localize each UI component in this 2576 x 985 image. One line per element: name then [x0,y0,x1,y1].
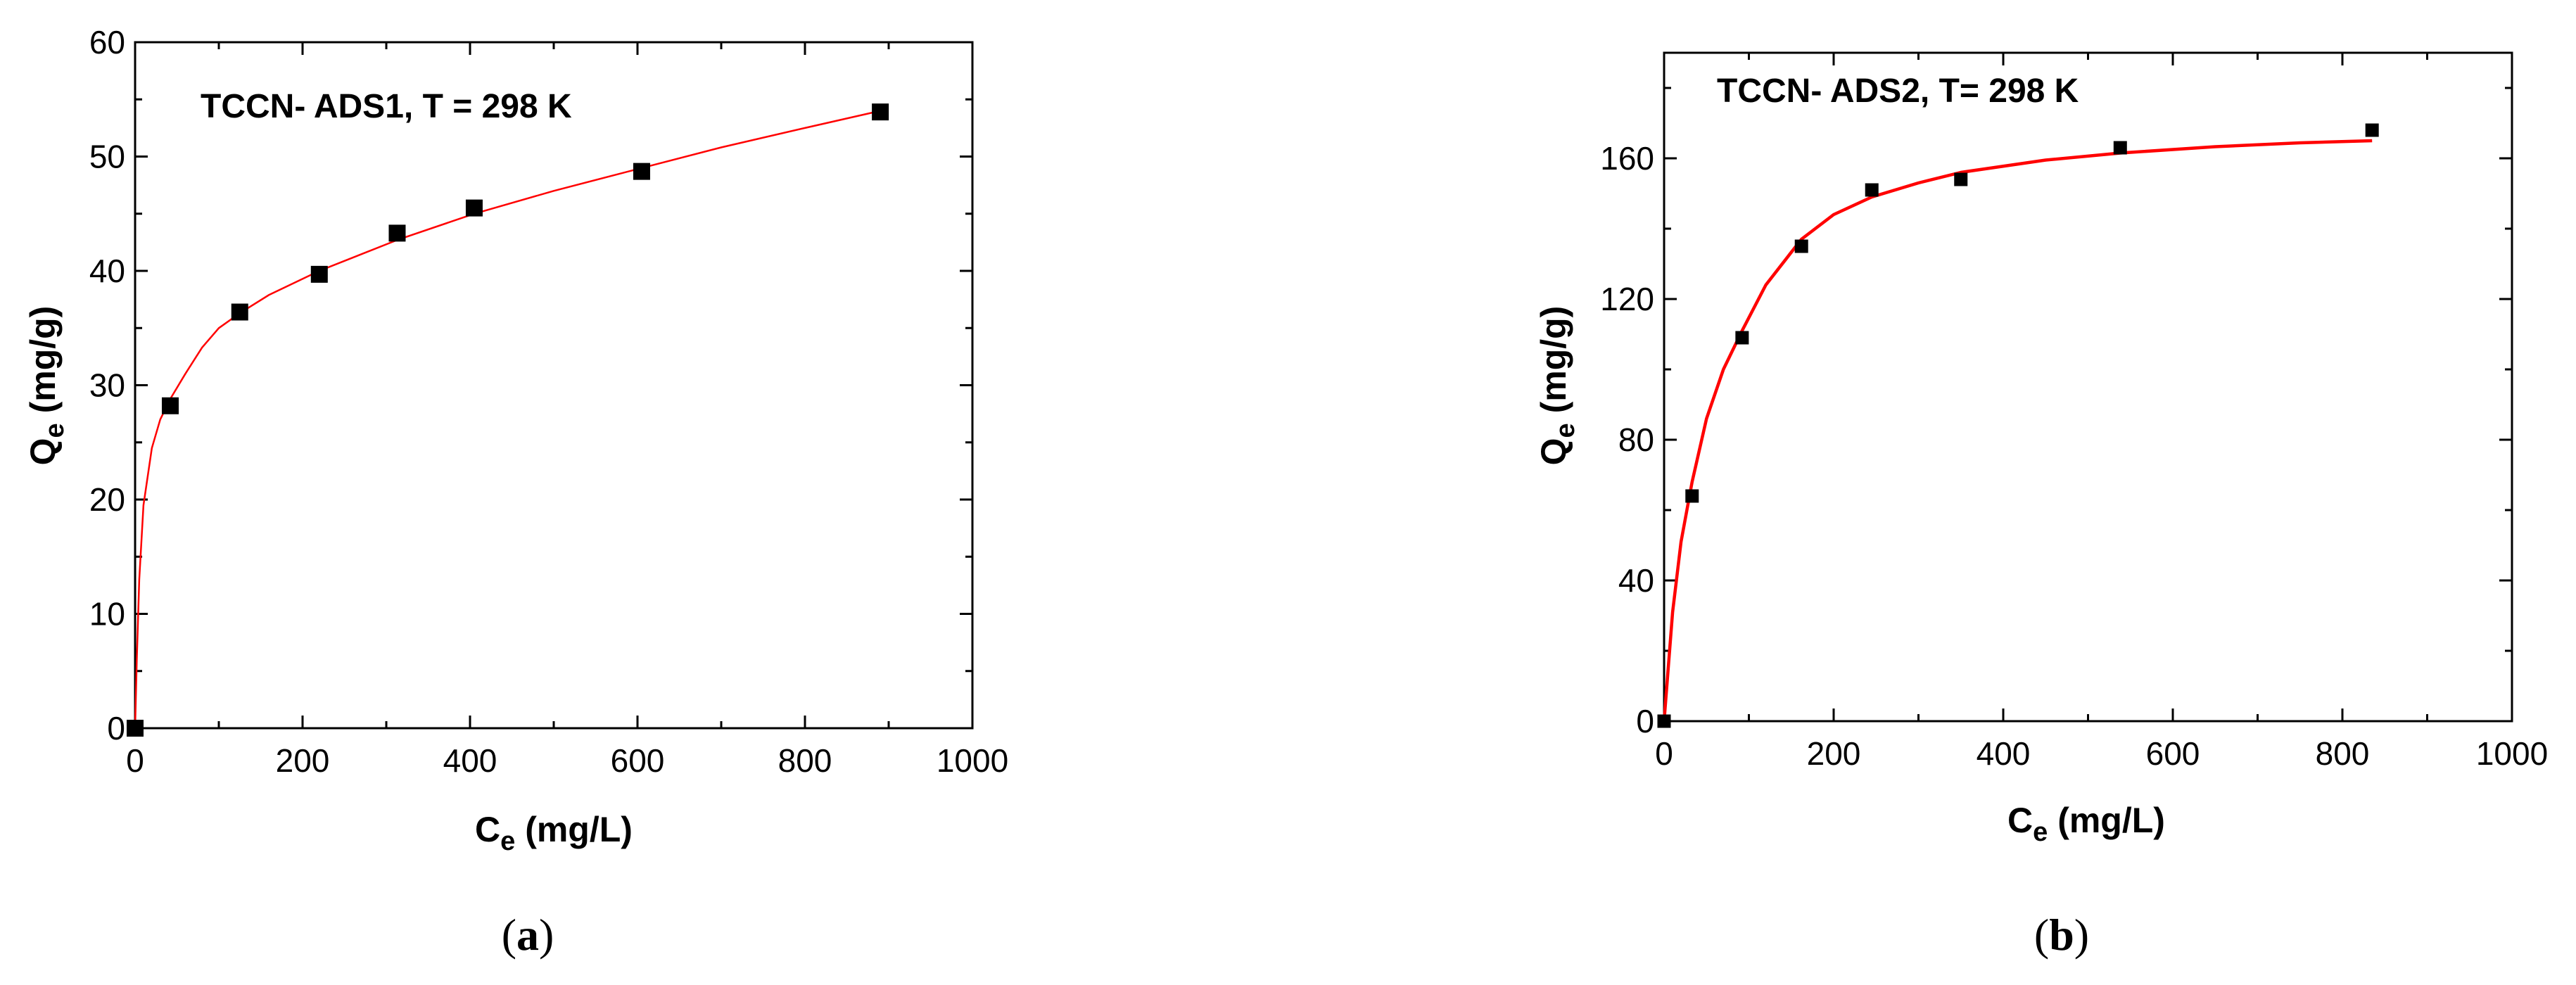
data-point [388,224,406,242]
caption-letter-a: a [516,910,539,960]
x-axis-label-unit-a: (mg/L) [515,810,633,849]
x-axis-label-main-b: C [2007,801,2033,840]
y-tick-label: 60 [89,24,125,61]
x-tick-label: 800 [778,742,832,779]
fit-curve [134,110,881,729]
x-tick-label: 1000 [2476,735,2548,772]
x-axis-label-sub-b: e [2033,818,2048,847]
caption-b: (b) [2034,910,2089,960]
x-tick-label: 800 [2316,735,2370,772]
y-tick-label: 10 [89,596,125,633]
x-tick-label: 0 [126,742,144,779]
x-tick-label: 1000 [937,742,1008,779]
data-point [310,265,328,283]
data-points-layer-a [127,103,889,737]
fit-curve [1662,139,2373,722]
y-tick-label: 0 [107,710,125,746]
data-point [1685,489,1699,503]
x-tick-label: 0 [1655,735,1673,772]
x-tick-labels-b: 0 200 400 600 800 1000 [1655,735,2548,772]
plot-frame-a [134,41,974,730]
x-tick-labels-a: 0 200 400 600 800 1000 [126,742,1008,779]
data-point [633,163,650,180]
y-tick-label: 160 [1600,140,1654,177]
y-tick-label: 50 [89,139,125,175]
data-point [127,720,144,737]
tick-marks-a [134,41,974,730]
chart-panel-b: 0 200 400 600 800 1000 0 40 80 120 160 TCCN- ADS2… [1534,51,2548,960]
data-point [465,199,483,217]
fit-curve-layer-a [134,110,881,729]
data-point [2365,123,2379,137]
y-axis-label-main-b: Q [1534,438,1573,465]
y-tick-label: 20 [89,481,125,518]
annotation-b: TCCN- ADS2, T= 298 K [1717,72,2079,110]
y-tick-label: 30 [89,367,125,404]
data-points-layer-b [1657,123,2379,728]
x-axis-label-b: Ce (mg/L) [2007,801,2165,847]
y-tick-label: 80 [1618,421,1654,458]
y-tick-labels-b: 0 40 80 120 160 [1600,140,1654,739]
x-axis-label-a: Ce (mg/L) [475,810,633,856]
y-axis-label-unit-a: (mg/g) [23,306,63,424]
x-tick-label: 400 [443,742,497,779]
y-tick-label: 40 [89,253,125,289]
x-axis-label-unit-b: (mg/L) [2048,801,2165,840]
y-axis-label-unit-b: (mg/g) [1534,306,1573,424]
y-tick-label: 40 [1618,562,1654,599]
tick-marks-b [1663,53,2513,723]
y-tick-label: 120 [1600,281,1654,317]
data-point [1735,331,1749,345]
x-tick-label: 600 [2146,735,2200,772]
x-tick-label: 600 [611,742,665,779]
y-axis-label-sub-b: e [1551,423,1580,438]
data-point [161,397,179,414]
data-point [1954,172,1968,186]
y-tick-label: 0 [1636,703,1654,739]
x-tick-label: 200 [1807,735,1861,772]
data-point [231,303,248,321]
caption-a: (a) [502,910,554,960]
y-axis-label-a: Qe (mg/g) [23,306,70,466]
annotation-a: TCCN- ADS1, T = 298 K [201,88,572,125]
x-axis-label-main-a: C [475,810,500,849]
y-axis-label-sub-a: e [40,423,70,438]
x-tick-label: 200 [276,742,330,779]
chart-panel-a: 0 200 400 600 800 1000 0 10 20 30 40 50 60 TCCN- AD… [23,24,1008,960]
fit-curve-layer-b [1662,139,2373,722]
data-point [1657,714,1671,728]
caption-letter-b: b [2049,910,2074,960]
y-tick-labels-a: 0 10 20 30 40 50 60 [89,24,125,746]
y-axis-label-b: Qe (mg/g) [1534,306,1580,466]
x-tick-label: 400 [1977,735,2031,772]
data-point [1865,183,1879,197]
data-point [872,103,889,121]
x-axis-label-sub-a: e [500,827,515,856]
data-point [2113,141,2127,155]
plot-frame-b [1663,51,2513,723]
y-axis-label-main-a: Q [23,438,63,465]
data-point [1794,239,1808,253]
